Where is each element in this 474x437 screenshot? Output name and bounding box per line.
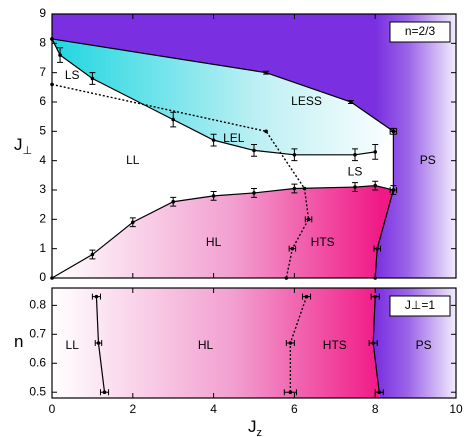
- data-point: [349, 100, 353, 104]
- data-point: [391, 129, 396, 134]
- x-tick-label: 0: [49, 402, 56, 416]
- region-fill: [52, 38, 394, 155]
- boundary-line: [51, 184, 394, 279]
- region-label: PS: [420, 153, 436, 167]
- region-fill: [52, 14, 456, 278]
- y-tick-label: 5: [39, 124, 46, 138]
- x-axis-label: Jz: [248, 417, 262, 437]
- x-tick-label: 2: [129, 402, 136, 416]
- x-axis-label-main: J: [248, 417, 257, 436]
- region-fill: [52, 288, 380, 398]
- x-tick-label: 8: [372, 402, 379, 416]
- data-point: [50, 37, 54, 41]
- y-tick-label: 0.5: [29, 384, 46, 398]
- x-axis-label-sub: z: [257, 427, 263, 437]
- data-point: [353, 185, 357, 189]
- data-point: [377, 390, 382, 395]
- data-point: [292, 186, 297, 191]
- y-axis-label-main: n: [14, 332, 23, 351]
- region-label: LS: [348, 165, 363, 179]
- data-point: [58, 53, 62, 57]
- region-label: LL: [66, 338, 80, 352]
- x-tick-label: 10: [449, 402, 463, 416]
- legend-box: [389, 295, 451, 317]
- plot-frame: [51, 287, 457, 399]
- data-point: [290, 246, 295, 251]
- data-point: [50, 82, 54, 87]
- data-point: [252, 191, 256, 195]
- y-tick-label: 8: [39, 36, 46, 50]
- data-point: [284, 276, 289, 280]
- y-tick-label: 0.8: [29, 298, 46, 312]
- data-point: [373, 150, 378, 154]
- plot-frame: [51, 13, 457, 279]
- data-point: [50, 276, 54, 280]
- region-label: HTS: [323, 338, 347, 352]
- region-label: LEL: [223, 131, 245, 145]
- x-tick-label: 6: [291, 402, 298, 416]
- region-label: LESS: [291, 94, 322, 108]
- data-point: [375, 246, 380, 251]
- data-point: [90, 252, 95, 257]
- boundary-line: [51, 83, 310, 279]
- region-label: LL: [126, 153, 140, 167]
- y-axis-label: J⊥: [14, 135, 32, 156]
- y-tick-label: 1: [39, 241, 46, 255]
- x-tick-label: 4: [210, 402, 217, 416]
- region-label: PS: [416, 338, 432, 352]
- data-point: [306, 217, 311, 222]
- legend-label: J⊥=1: [405, 298, 435, 312]
- region-label: LS: [65, 68, 80, 82]
- y-axis-label-sub: ⊥: [23, 145, 33, 157]
- legend-box: [389, 21, 451, 43]
- data-point: [304, 294, 309, 299]
- legend-label: n=2/3: [405, 24, 436, 38]
- y-axis-label-main: J: [14, 135, 23, 154]
- data-point: [391, 188, 396, 192]
- data-point: [131, 220, 135, 225]
- y-tick-label: 0.6: [29, 355, 46, 369]
- data-point: [373, 294, 378, 299]
- y-tick-label: 6: [39, 94, 46, 108]
- y-axis-label: n: [14, 332, 23, 351]
- data-point: [96, 341, 101, 345]
- data-point: [252, 148, 256, 153]
- data-point: [102, 390, 107, 395]
- y-tick-label: 0.7: [29, 326, 46, 340]
- y-tick-label: 2: [39, 212, 46, 226]
- y-tick-label: 4: [39, 153, 46, 167]
- data-point: [211, 138, 216, 142]
- data-point: [373, 183, 378, 188]
- data-point: [353, 153, 357, 157]
- data-point: [264, 129, 268, 134]
- data-point: [288, 341, 293, 345]
- y-tick-label: 3: [39, 182, 46, 196]
- data-point: [94, 294, 99, 299]
- region-label: HL: [198, 338, 214, 352]
- data-point: [171, 117, 175, 122]
- data-point: [292, 153, 297, 157]
- data-point: [371, 341, 375, 345]
- y-tick-label: 0: [39, 270, 46, 284]
- data-point: [171, 199, 175, 204]
- boundary-line: [374, 131, 394, 279]
- y-tick-label: 7: [39, 65, 46, 79]
- boundary-line: [51, 38, 394, 132]
- data-point: [373, 276, 378, 280]
- region-fill: [52, 185, 394, 278]
- y-tick-label: 9: [39, 6, 46, 20]
- region-label: HL: [206, 235, 222, 249]
- region-label: HTS: [311, 235, 335, 249]
- data-point: [211, 194, 216, 198]
- data-point: [264, 70, 268, 75]
- data-point: [90, 76, 95, 81]
- data-point: [288, 390, 293, 395]
